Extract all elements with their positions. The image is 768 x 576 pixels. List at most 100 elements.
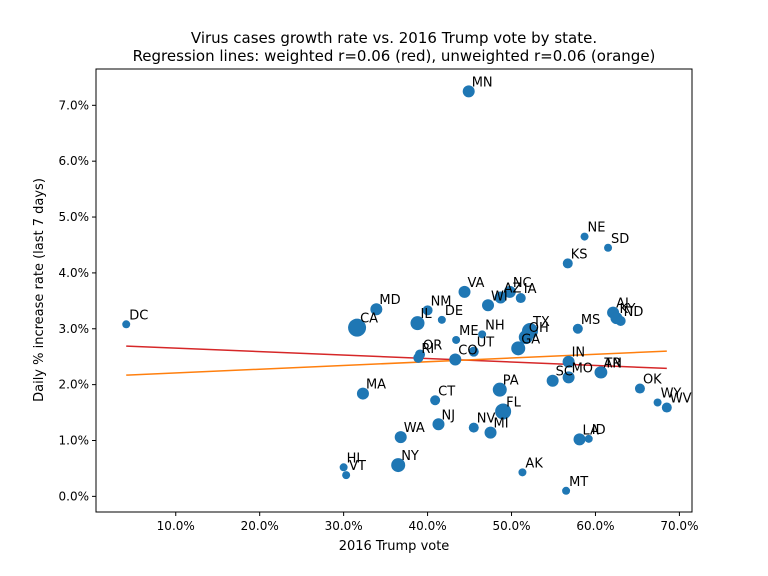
point-label-ks: KS [571,247,588,262]
point-label-la: LA [583,423,600,438]
x-tick-label: 50.0% [492,519,530,533]
point-hi [339,463,348,472]
point-ca [348,318,367,337]
point-il [410,316,425,331]
point-label-nc: NC [513,276,532,291]
point-ms [572,323,583,334]
x-tick-label: 10.0% [157,519,195,533]
point-label-vt: VT [349,459,366,474]
point-label-wa: WA [404,421,425,436]
point-label-dc: DC [129,308,148,323]
x-tick-label: 20.0% [241,519,279,533]
point-label-ri: RI [421,342,434,357]
point-nm [422,305,433,316]
y-tick-label: 6.0% [59,154,90,168]
y-tick-label: 4.0% [59,266,90,280]
chart-title-line-2: Regression lines: weighted r=0.06 (red),… [133,47,656,65]
point-label-ms: MS [581,313,600,328]
point-label-wv: WV [670,392,692,407]
point-nj [432,418,445,431]
point-label-ky: KY [619,302,635,317]
point-fl [495,403,512,420]
point-label-nh: NH [485,318,505,333]
point-label-co: CO [458,343,477,358]
point-la [573,433,586,446]
point-ri [413,352,424,363]
point-me [452,335,461,344]
point-nd [615,315,626,326]
unweighted-regression-line [126,350,667,376]
point-wa [394,431,407,444]
point-label-ne: NE [588,221,606,236]
point-mo [562,371,575,384]
point-co [449,353,462,366]
point-label-in: IN [572,346,586,361]
point-label-nj: NJ [441,408,455,423]
point-label-mi: MI [494,417,509,432]
point-label-ny: NY [401,449,419,464]
x-tick-label: 70.0% [660,519,698,533]
point-mn [462,85,475,98]
point-label-sd: SD [611,232,629,247]
chart-title-line-1: Virus cases growth rate vs. 2016 Trump v… [191,29,597,47]
point-ct [430,395,441,406]
point-label-az: AZ [504,281,522,296]
point-label-me: ME [459,324,478,339]
point-label-oh: OH [529,321,549,336]
point-label-sc: SC [556,365,573,380]
point-label-mt: MT [569,475,588,490]
point-label-il: IL [421,307,433,322]
point-label-mo: MO [572,361,593,376]
point-md [370,303,383,316]
data-points [122,85,672,495]
point-vt [342,471,351,480]
y-axis-ticks: 0.0% 1.0% 2.0% 3.0% 4.0% 5.0% 6.0% 7.0% [59,98,96,503]
point-label-nv: NV [477,412,496,427]
point-label-id: ID [592,423,606,438]
y-tick-label: 7.0% [59,98,90,112]
y-tick-label: 2.0% [59,378,90,392]
point-nh [478,330,487,339]
point-label-tn: TN [603,356,622,371]
point-dc [122,320,131,329]
x-tick-label: 40.0% [409,519,447,533]
point-label-ok: OK [643,373,662,388]
y-tick-label: 0.0% [59,489,90,503]
point-in [562,355,575,368]
point-ga [511,341,526,356]
point-nv [468,422,479,433]
point-wv [661,402,672,413]
point-sc [546,374,559,387]
point-label-nm: NM [431,294,452,309]
point-va [458,285,471,298]
regression-lines [126,345,667,376]
point-ks [562,258,573,269]
point-sd [604,243,613,252]
point-label-ak: AK [525,456,543,471]
point-label-ia: IA [524,282,537,297]
point-label-va: VA [468,276,485,291]
point-label-or: OR [423,338,442,353]
point-ny [391,458,406,473]
point-label-fl: FL [506,395,521,410]
point-pa [492,382,507,397]
point-label-wi: WI [491,289,508,304]
x-axis-label: 2016 Trump vote [339,539,450,554]
point-label-mn: MN [472,75,493,90]
point-label-md: MD [379,293,400,308]
y-tick-label: 5.0% [59,210,90,224]
point-label-ut: UT [477,336,495,351]
y-tick-label: 3.0% [59,322,90,336]
point-label-de: DE [445,304,463,319]
point-mi [484,426,497,439]
point-label-al: AL [616,297,633,312]
point-label-nd: ND [624,305,644,320]
weighted-regression-line [126,345,667,370]
x-axis-ticks: 10.0% 20.0% 30.0% 40.0% 50.0% 60.0% 70.0% [157,512,698,533]
point-de [437,315,446,324]
point-label-ga: GA [521,332,540,347]
point-label-hi: HI [347,451,361,466]
point-label-tx: TX [532,315,550,330]
point-tn [595,366,608,379]
